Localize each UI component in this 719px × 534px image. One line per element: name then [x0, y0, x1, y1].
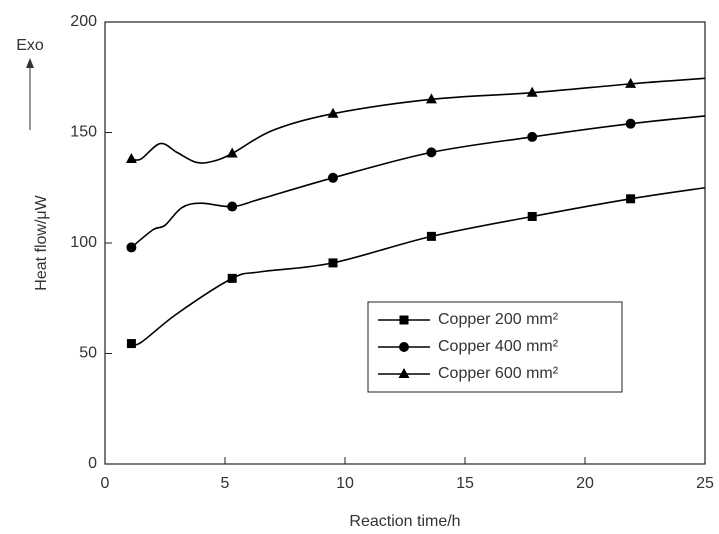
exo-arrowhead	[26, 58, 34, 68]
x-tick-label: 20	[576, 475, 594, 492]
y-tick-label: 150	[70, 124, 97, 141]
y-tick-label: 0	[88, 455, 97, 472]
marker	[226, 147, 238, 158]
legend: Copper 200 mm² Copper 400 mm² Copper 600 m…	[367, 301, 623, 393]
marker	[126, 339, 136, 349]
x-tick-label: 10	[336, 475, 354, 492]
marker	[625, 118, 636, 129]
annotation: Exo	[16, 37, 44, 54]
y-axis-label: Heat flow/μW	[33, 194, 50, 290]
y-tick-label: 50	[79, 345, 97, 362]
marker	[527, 131, 538, 142]
series-line	[131, 186, 706, 346]
marker	[625, 77, 637, 88]
marker	[125, 153, 137, 164]
marker	[626, 194, 636, 204]
marker	[227, 273, 237, 283]
legend-label: Copper 600 mm²	[438, 365, 559, 382]
marker	[328, 172, 338, 183]
marker	[327, 107, 339, 118]
marker	[328, 258, 338, 268]
x-tick-label: 15	[456, 475, 474, 492]
marker	[526, 86, 538, 97]
marker	[426, 231, 436, 241]
y-tick-label: 200	[70, 13, 97, 30]
x-tick-label: 0	[101, 475, 110, 492]
series-line	[131, 77, 706, 164]
marker	[425, 93, 437, 104]
marker	[398, 368, 410, 378]
marker	[527, 211, 537, 221]
x-axis-label: Reaction time/h	[349, 513, 460, 530]
marker	[399, 342, 409, 352]
marker	[227, 201, 238, 212]
x-tick-label: 5	[221, 475, 230, 492]
legend-label: Copper 400 mm²	[438, 338, 559, 355]
marker	[126, 242, 137, 253]
legend-label: Copper 200 mm²	[438, 311, 559, 328]
series-line	[130, 115, 706, 249]
x-tick-label: 25	[696, 475, 714, 492]
marker	[426, 147, 437, 158]
marker	[399, 315, 409, 325]
y-tick-label: 100	[70, 234, 97, 251]
